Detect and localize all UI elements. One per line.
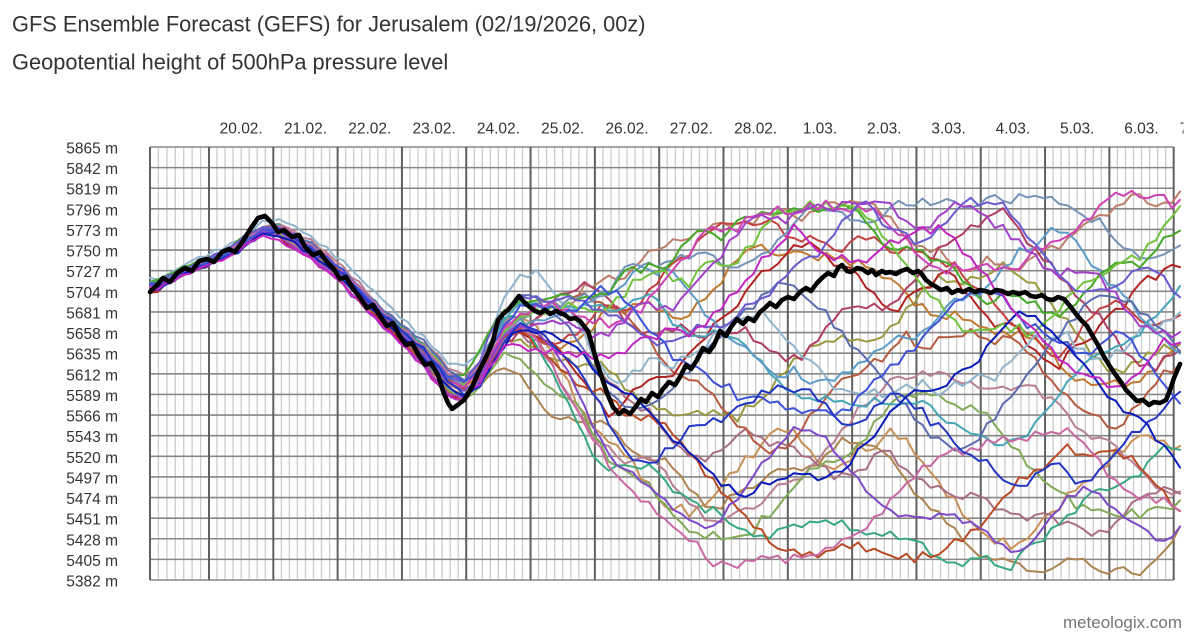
svg-text:GFS Ensemble Forecast (GEFS) f: GFS Ensemble Forecast (GEFS) for Jerusal… (12, 12, 646, 37)
svg-text:5727 m: 5727 m (66, 264, 118, 281)
svg-text:5796 m: 5796 m (66, 202, 118, 219)
svg-text:5842 m: 5842 m (66, 161, 118, 178)
svg-text:5681 m: 5681 m (66, 306, 118, 323)
svg-text:5566 m: 5566 m (66, 409, 118, 426)
svg-text:21.02.: 21.02. (284, 121, 327, 138)
svg-text:4.03.: 4.03. (996, 121, 1030, 138)
svg-text:5819 m: 5819 m (66, 182, 118, 199)
svg-text:5750 m: 5750 m (66, 244, 118, 261)
svg-text:Geopotential height of 500hPa: Geopotential height of 500hPa pressure l… (12, 50, 448, 75)
svg-text:25.02.: 25.02. (541, 121, 584, 138)
svg-text:5497 m: 5497 m (66, 470, 118, 487)
svg-text:5543 m: 5543 m (66, 429, 118, 446)
svg-text:24.02.: 24.02. (477, 121, 520, 138)
svg-text:6.03.: 6.03. (1124, 121, 1158, 138)
svg-text:2.03.: 2.03. (867, 121, 901, 138)
svg-text:5589 m: 5589 m (66, 388, 118, 405)
svg-text:5704 m: 5704 m (66, 285, 118, 302)
svg-text:5658 m: 5658 m (66, 326, 118, 343)
svg-text:5.03.: 5.03. (1060, 121, 1094, 138)
svg-text:meteologix.com: meteologix.com (1063, 613, 1182, 632)
svg-text:5612 m: 5612 m (66, 367, 118, 384)
svg-text:5405 m: 5405 m (66, 553, 118, 570)
svg-text:5428 m: 5428 m (66, 532, 118, 549)
svg-text:1.03.: 1.03. (803, 121, 837, 138)
svg-text:28.02.: 28.02. (734, 121, 777, 138)
svg-text:5635 m: 5635 m (66, 347, 118, 364)
svg-text:3.03.: 3.03. (931, 121, 965, 138)
svg-text:5451 m: 5451 m (66, 512, 118, 529)
svg-text:26.02.: 26.02. (605, 121, 648, 138)
svg-text:20.02.: 20.02. (220, 121, 263, 138)
svg-text:5865 m: 5865 m (66, 141, 118, 158)
svg-text:23.02.: 23.02. (413, 121, 456, 138)
svg-text:5382 m: 5382 m (66, 574, 118, 591)
svg-text:22.02.: 22.02. (348, 121, 391, 138)
svg-text:5773 m: 5773 m (66, 223, 118, 240)
svg-text:5520 m: 5520 m (66, 450, 118, 467)
svg-text:5474 m: 5474 m (66, 491, 118, 508)
svg-text:27.02.: 27.02. (670, 121, 713, 138)
